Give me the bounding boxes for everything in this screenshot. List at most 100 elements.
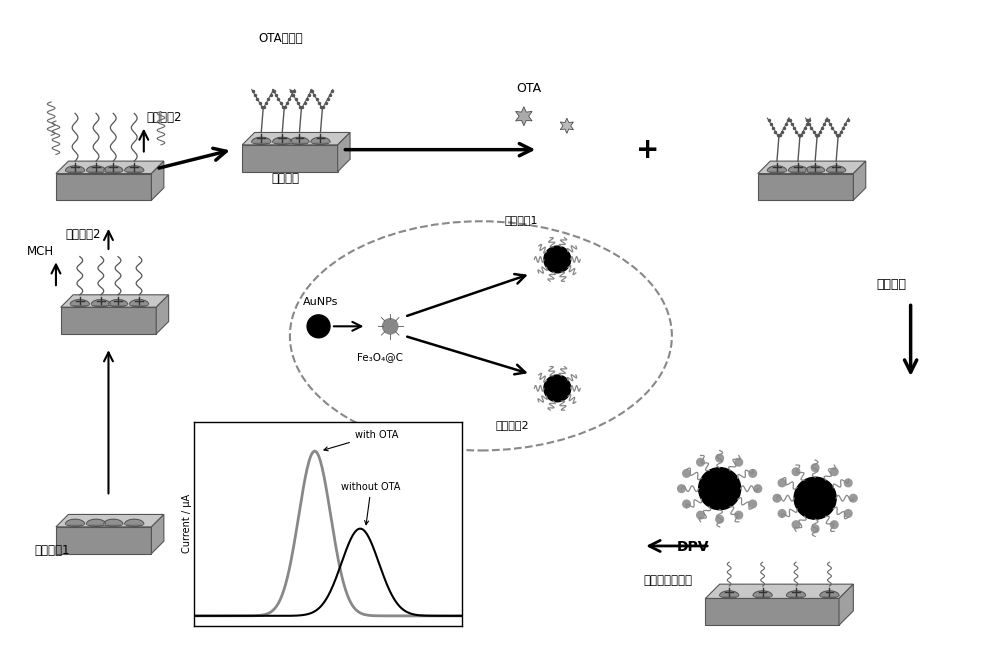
Circle shape bbox=[307, 315, 330, 338]
Polygon shape bbox=[758, 161, 866, 174]
Ellipse shape bbox=[788, 168, 807, 173]
Polygon shape bbox=[720, 591, 739, 595]
Circle shape bbox=[844, 509, 852, 517]
Text: 差分脉冲伏安法: 差分脉冲伏安法 bbox=[643, 574, 692, 587]
Polygon shape bbox=[70, 300, 89, 304]
Circle shape bbox=[754, 485, 762, 492]
Polygon shape bbox=[290, 137, 309, 142]
Text: 信号探针1: 信号探针1 bbox=[505, 215, 538, 225]
Circle shape bbox=[749, 470, 757, 478]
Text: DPV: DPV bbox=[677, 539, 709, 553]
Circle shape bbox=[697, 458, 704, 466]
Text: 捕获探针2: 捕获探针2 bbox=[65, 228, 101, 242]
Ellipse shape bbox=[767, 168, 786, 173]
Ellipse shape bbox=[720, 593, 739, 598]
Ellipse shape bbox=[65, 168, 85, 173]
Polygon shape bbox=[108, 300, 128, 304]
Ellipse shape bbox=[820, 593, 839, 598]
Circle shape bbox=[778, 509, 786, 517]
Polygon shape bbox=[560, 118, 573, 133]
Circle shape bbox=[844, 479, 852, 487]
Polygon shape bbox=[827, 166, 846, 170]
Ellipse shape bbox=[827, 168, 846, 173]
Polygon shape bbox=[788, 166, 807, 170]
Circle shape bbox=[678, 485, 685, 492]
Ellipse shape bbox=[104, 521, 123, 526]
Polygon shape bbox=[753, 591, 772, 595]
Polygon shape bbox=[156, 295, 169, 334]
Circle shape bbox=[735, 458, 743, 466]
Circle shape bbox=[699, 468, 741, 509]
Ellipse shape bbox=[104, 168, 123, 173]
Circle shape bbox=[830, 521, 838, 529]
Circle shape bbox=[683, 470, 690, 478]
Text: 捕获探针1: 捕获探针1 bbox=[34, 543, 69, 557]
Polygon shape bbox=[65, 166, 85, 170]
Polygon shape bbox=[125, 166, 144, 170]
Circle shape bbox=[773, 494, 781, 502]
Circle shape bbox=[683, 500, 690, 507]
Polygon shape bbox=[311, 137, 330, 142]
Polygon shape bbox=[61, 307, 156, 334]
Polygon shape bbox=[705, 599, 839, 625]
Polygon shape bbox=[242, 133, 350, 145]
Polygon shape bbox=[65, 519, 85, 524]
Circle shape bbox=[716, 454, 723, 462]
Ellipse shape bbox=[806, 168, 825, 173]
Polygon shape bbox=[129, 300, 149, 304]
Circle shape bbox=[792, 521, 800, 529]
Ellipse shape bbox=[125, 521, 144, 526]
Text: 工作电极: 工作电极 bbox=[271, 172, 299, 185]
Ellipse shape bbox=[129, 302, 149, 307]
Polygon shape bbox=[273, 137, 292, 142]
Circle shape bbox=[735, 511, 743, 519]
Text: OTA适配体: OTA适配体 bbox=[258, 31, 303, 45]
Polygon shape bbox=[806, 166, 825, 170]
Ellipse shape bbox=[108, 302, 128, 307]
Polygon shape bbox=[56, 527, 151, 553]
Polygon shape bbox=[839, 584, 853, 625]
Polygon shape bbox=[87, 166, 106, 170]
Circle shape bbox=[749, 500, 757, 507]
Polygon shape bbox=[820, 591, 839, 595]
Polygon shape bbox=[56, 161, 164, 174]
Text: MCH: MCH bbox=[27, 244, 54, 258]
Circle shape bbox=[830, 468, 838, 476]
Polygon shape bbox=[104, 519, 123, 524]
Circle shape bbox=[794, 478, 836, 519]
Polygon shape bbox=[125, 519, 144, 524]
Polygon shape bbox=[151, 161, 164, 200]
Polygon shape bbox=[758, 174, 853, 200]
Polygon shape bbox=[61, 295, 169, 307]
Ellipse shape bbox=[290, 140, 309, 145]
Circle shape bbox=[544, 375, 571, 402]
Polygon shape bbox=[516, 107, 532, 126]
Polygon shape bbox=[252, 137, 271, 142]
Ellipse shape bbox=[87, 168, 106, 173]
Polygon shape bbox=[705, 584, 853, 599]
Circle shape bbox=[716, 515, 723, 523]
Text: Fe₃O₄@C: Fe₃O₄@C bbox=[357, 352, 403, 362]
Ellipse shape bbox=[786, 593, 806, 598]
Ellipse shape bbox=[753, 593, 772, 598]
Circle shape bbox=[383, 318, 398, 334]
Ellipse shape bbox=[252, 140, 271, 145]
Ellipse shape bbox=[65, 521, 85, 526]
Polygon shape bbox=[151, 514, 164, 553]
Circle shape bbox=[697, 511, 704, 519]
Ellipse shape bbox=[125, 168, 144, 173]
Circle shape bbox=[792, 468, 800, 476]
Polygon shape bbox=[104, 166, 123, 170]
Ellipse shape bbox=[91, 302, 110, 307]
Polygon shape bbox=[786, 591, 806, 595]
Text: OTA: OTA bbox=[516, 83, 541, 95]
Circle shape bbox=[544, 246, 571, 273]
Text: 捕获探针2: 捕获探针2 bbox=[147, 111, 182, 124]
Polygon shape bbox=[853, 161, 866, 200]
Polygon shape bbox=[56, 174, 151, 200]
Text: AuNPs: AuNPs bbox=[303, 297, 338, 307]
Polygon shape bbox=[91, 300, 110, 304]
Ellipse shape bbox=[70, 302, 89, 307]
Circle shape bbox=[811, 464, 819, 472]
Ellipse shape bbox=[311, 140, 330, 145]
